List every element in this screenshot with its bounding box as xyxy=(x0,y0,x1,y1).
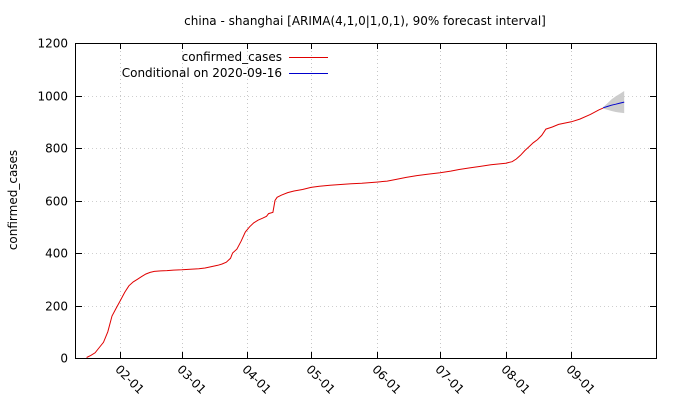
legend-label: confirmed_cases xyxy=(182,50,282,64)
forecast-interval xyxy=(603,91,625,114)
forecast-line xyxy=(602,101,625,109)
x-tick-label: 08-01 xyxy=(498,362,533,397)
plot-frame xyxy=(75,43,657,359)
y-tick-label: 0 xyxy=(60,352,68,366)
x-tick-label: 07-01 xyxy=(432,362,467,397)
confirmed-cases-line xyxy=(86,107,604,358)
y-axis-label: confirmed_cases xyxy=(6,150,20,250)
grid xyxy=(76,43,656,358)
y-tick-label: 1200 xyxy=(37,37,68,51)
y-tick-label: 800 xyxy=(45,142,68,156)
x-tick-label: 05-01 xyxy=(303,362,338,397)
legend: confirmed_cases Conditional on 2020-09-16 xyxy=(122,50,328,80)
y-tick-label: 200 xyxy=(45,300,68,314)
legend-label: Conditional on 2020-09-16 xyxy=(122,66,282,80)
y-tick-label: 600 xyxy=(45,195,68,209)
y-tick-label: 400 xyxy=(45,247,68,261)
series-lines xyxy=(86,101,625,358)
x-tick-label: 03-01 xyxy=(174,362,209,397)
axis-ticks: 0 200 400 600 800 1000 1200 02-01 03-01 04-01 05-0… xyxy=(37,37,656,397)
x-tick-label: 06-01 xyxy=(369,362,404,397)
chart-title: china - shanghai [ARIMA(4,1,0|1,0,1), 90… xyxy=(184,14,546,28)
x-tick-label: 04-01 xyxy=(239,362,274,397)
y-tick-label: 1000 xyxy=(37,90,68,104)
x-tick-label: 09-01 xyxy=(563,362,598,397)
x-tick-label: 02-01 xyxy=(112,362,147,397)
forecast-interval-band xyxy=(603,91,625,114)
